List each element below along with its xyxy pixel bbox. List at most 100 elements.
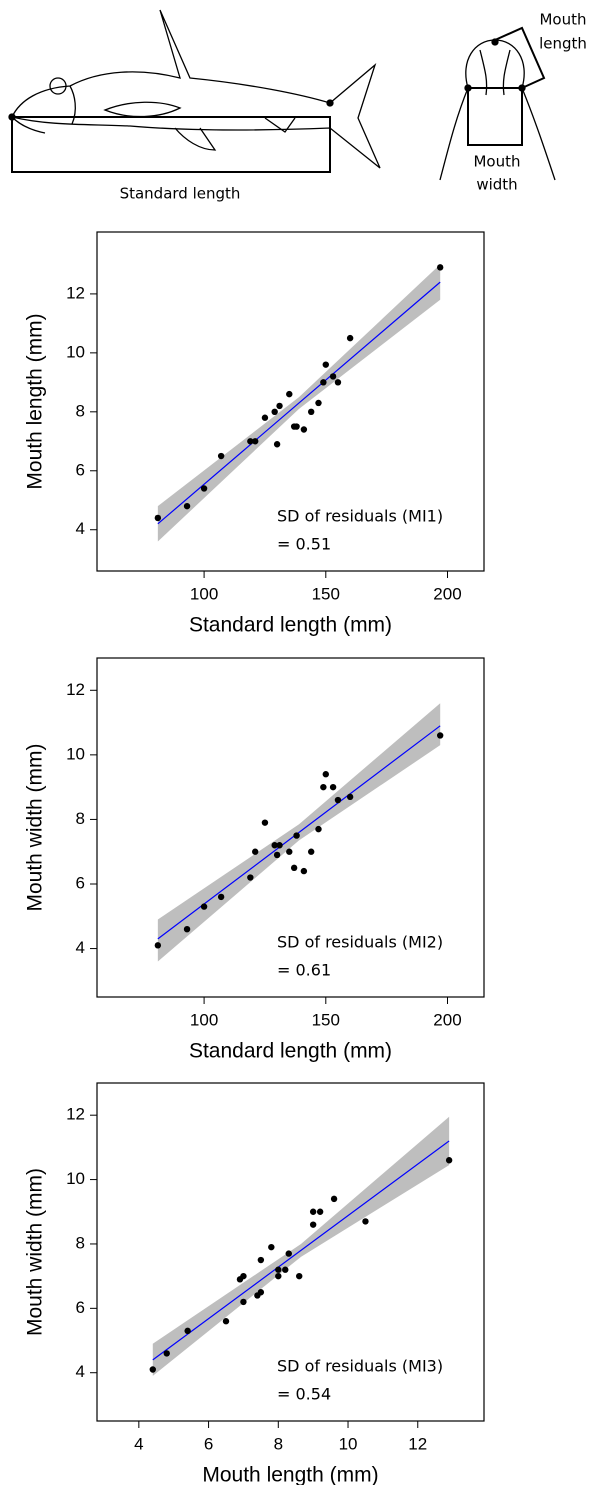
point bbox=[346, 334, 354, 342]
x-tick-label: 150 bbox=[312, 1010, 340, 1029]
point bbox=[222, 1318, 230, 1325]
point bbox=[315, 825, 322, 833]
point bbox=[276, 842, 283, 849]
plot-frame bbox=[96, 231, 485, 572]
point bbox=[322, 771, 329, 778]
annotation: SD of residuals (MI3) bbox=[277, 1357, 443, 1376]
x-axis-title: Standard length (mm) bbox=[189, 614, 392, 637]
annotation: = 0.61 bbox=[277, 961, 331, 980]
point bbox=[329, 373, 337, 380]
point bbox=[329, 783, 337, 791]
x-tick-label: 200 bbox=[433, 1010, 461, 1029]
point bbox=[275, 1272, 282, 1280]
y-tick-label: 8 bbox=[76, 1233, 85, 1252]
y-axis-title: Mouth width (mm) bbox=[24, 743, 47, 911]
point bbox=[275, 1266, 282, 1273]
point bbox=[309, 1208, 317, 1215]
point bbox=[268, 1243, 275, 1251]
confidence-band bbox=[152, 1116, 450, 1376]
x-tick-label: 200 bbox=[433, 584, 461, 603]
point bbox=[315, 399, 322, 407]
x-tick-label: 6 bbox=[204, 1434, 213, 1453]
annotation: SD of residuals (MI1) bbox=[277, 507, 443, 526]
x-tick-label: 12 bbox=[408, 1434, 427, 1453]
fit-line bbox=[157, 281, 441, 525]
y-axis-title: Mouth width (mm) bbox=[24, 1168, 47, 1336]
y-tick-label: 4 bbox=[76, 519, 85, 538]
fit-line bbox=[157, 725, 441, 940]
point bbox=[252, 438, 259, 445]
point bbox=[183, 926, 191, 933]
point bbox=[293, 423, 300, 430]
point bbox=[307, 848, 315, 855]
x-axis-title: Mouth length (mm) bbox=[202, 1464, 378, 1485]
y-tick-label: 8 bbox=[76, 809, 85, 828]
point bbox=[261, 414, 269, 421]
point bbox=[436, 732, 444, 739]
point bbox=[217, 452, 225, 460]
point bbox=[183, 502, 191, 510]
point bbox=[307, 408, 315, 416]
y-axis-title: Mouth length (mm) bbox=[24, 313, 47, 489]
x-tick-label: 4 bbox=[134, 1434, 143, 1453]
point bbox=[273, 441, 281, 448]
point bbox=[247, 438, 254, 445]
point bbox=[286, 390, 293, 398]
y-tick-label: 6 bbox=[76, 1298, 85, 1317]
x-tick-label: 10 bbox=[339, 1434, 358, 1453]
point bbox=[271, 842, 278, 849]
annotation: = 0.51 bbox=[277, 535, 331, 554]
point bbox=[362, 1218, 369, 1225]
y-tick-label: 4 bbox=[76, 938, 85, 957]
point bbox=[334, 379, 342, 386]
point bbox=[257, 1256, 265, 1264]
point bbox=[309, 1221, 317, 1228]
diagram-label: length bbox=[539, 35, 587, 53]
point bbox=[273, 851, 281, 859]
x-tick-label: 8 bbox=[274, 1434, 283, 1453]
point bbox=[217, 893, 225, 901]
point bbox=[296, 1272, 303, 1280]
point bbox=[320, 379, 327, 386]
point bbox=[286, 848, 293, 855]
diagram-label: Mouth bbox=[473, 153, 520, 171]
point bbox=[334, 796, 342, 804]
y-tick-label: 10 bbox=[66, 342, 85, 361]
point bbox=[163, 1350, 170, 1357]
annotation: SD of residuals (MI2) bbox=[277, 933, 443, 952]
y-tick-label: 6 bbox=[76, 460, 85, 479]
point bbox=[300, 426, 308, 433]
point bbox=[322, 361, 329, 368]
point bbox=[436, 264, 444, 271]
point bbox=[346, 793, 354, 801]
plot-frame bbox=[96, 1082, 485, 1422]
point bbox=[271, 408, 278, 416]
point bbox=[154, 514, 162, 522]
point bbox=[200, 903, 208, 910]
diagram-label: Mouth bbox=[539, 11, 586, 29]
point bbox=[149, 1366, 156, 1373]
point bbox=[276, 402, 283, 410]
y-tick-label: 12 bbox=[66, 680, 85, 699]
fit-line bbox=[152, 1140, 450, 1361]
y-tick-label: 10 bbox=[66, 744, 85, 763]
point bbox=[282, 1266, 289, 1273]
point bbox=[445, 1157, 453, 1164]
y-tick-label: 8 bbox=[76, 401, 85, 420]
y-tick-label: 6 bbox=[76, 873, 85, 892]
x-tick-label: 100 bbox=[190, 1010, 218, 1029]
point bbox=[154, 942, 162, 949]
x-tick-label: 100 bbox=[190, 584, 218, 603]
x-tick-label: 150 bbox=[312, 584, 340, 603]
point bbox=[254, 1292, 261, 1299]
annotation: = 0.54 bbox=[277, 1385, 331, 1404]
point bbox=[247, 874, 254, 881]
point bbox=[330, 1195, 338, 1203]
point bbox=[261, 819, 269, 826]
point bbox=[236, 1276, 244, 1283]
point bbox=[293, 832, 300, 839]
plot-frame bbox=[96, 657, 485, 998]
point bbox=[300, 867, 308, 875]
diagram-label: width bbox=[476, 176, 517, 194]
